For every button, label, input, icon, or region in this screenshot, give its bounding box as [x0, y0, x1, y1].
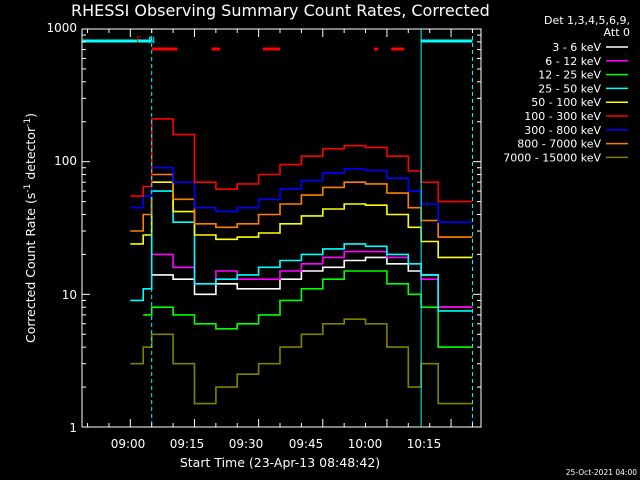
- series-line-300-800keV: [130, 166, 473, 223]
- legend-label: 12 - 25 keV: [538, 69, 601, 82]
- x-tick-label: 10:15: [407, 437, 442, 451]
- legend-label: 7000 - 15000 keV: [503, 151, 601, 164]
- series-layer: [130, 118, 473, 405]
- y-tick-label: 1: [69, 421, 77, 435]
- y-tick-label: 1000: [46, 21, 77, 35]
- x-axis: 09:00 09:15 09:30 09:45 10:00 10:15: [111, 437, 442, 451]
- legend-header: Att 0: [604, 26, 630, 39]
- y-axis: 1000 100 10 1: [46, 21, 481, 435]
- footer-timestamp: 25-Oct-2021 04:00: [566, 468, 637, 477]
- series-line-3-6keV: [151, 256, 473, 309]
- legend-label: 300 - 800 keV: [524, 124, 601, 137]
- legend-header: Det 1,3,4,5,6,9,: [544, 14, 630, 27]
- legend-label: 100 - 300 keV: [524, 110, 601, 123]
- series-line-6-12keV: [151, 250, 473, 309]
- x-tick-label: 09:15: [170, 437, 205, 451]
- legend-label: 50 - 100 keV: [531, 96, 601, 109]
- legend-label: 6 - 12 keV: [545, 55, 601, 68]
- x-tick-label: 09:45: [289, 437, 324, 451]
- x-tick-label: 10:00: [348, 437, 383, 451]
- series-line-100-300keV: [130, 118, 473, 203]
- series-line-7000-15000keV: [130, 318, 473, 405]
- legend-label: 800 - 7000 keV: [517, 138, 601, 151]
- y-axis-label: Corrected Count Rate (s-1 detector-1): [23, 113, 38, 343]
- x-axis-label: Start Time (23-Apr-13 08:48:42): [180, 455, 380, 470]
- y-tick-label: 100: [54, 154, 77, 168]
- attenuator-marker: N: [148, 36, 155, 46]
- y-tick-label: 10: [62, 288, 77, 302]
- legend-label: 3 - 6 keV: [552, 41, 601, 54]
- x-tick-label: 09:30: [229, 437, 264, 451]
- series-line-800-7000keV: [130, 173, 473, 238]
- plot-frame: [81, 28, 482, 428]
- x-tick-label: 09:00: [111, 437, 146, 451]
- attenuator-marker: F: [136, 36, 141, 46]
- x-tick-marks: [87, 29, 473, 427]
- legend-label: 25 - 50 keV: [538, 82, 601, 95]
- series-line-12-25keV: [143, 270, 473, 348]
- chart-title: RHESSI Observing Summary Count Rates, Co…: [71, 1, 490, 20]
